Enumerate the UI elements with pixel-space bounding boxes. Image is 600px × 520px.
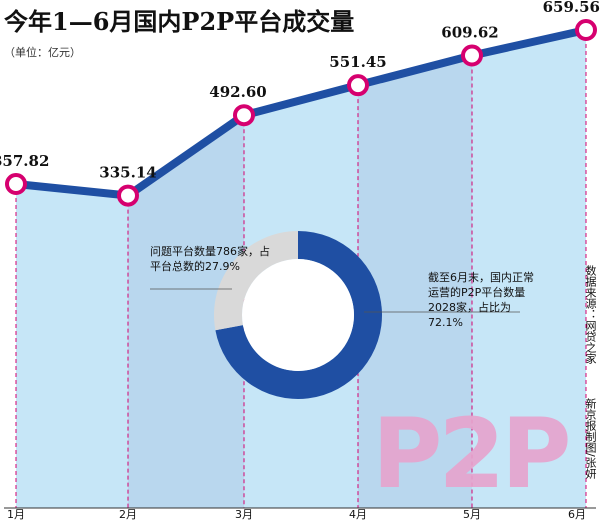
data-point bbox=[233, 104, 255, 127]
x-tick-label: 2月 bbox=[119, 508, 137, 520]
value-label: 492.60 bbox=[209, 83, 266, 101]
x-tick-label: 6月 bbox=[568, 508, 586, 520]
data-point bbox=[461, 44, 483, 67]
area-segment bbox=[358, 55, 472, 508]
p2p-watermark: P2P bbox=[372, 398, 572, 510]
area-segment bbox=[128, 115, 244, 508]
value-label: 551.45 bbox=[329, 53, 386, 71]
problem-platform-note: 问题平台数量786家，占平台总数的27.9% bbox=[150, 245, 270, 273]
donut-slice-problem bbox=[214, 231, 298, 331]
donut-hole bbox=[242, 259, 354, 371]
unit-label: （单位：亿元） bbox=[4, 46, 81, 59]
x-tick-label: 3月 bbox=[235, 508, 253, 520]
data-point bbox=[575, 19, 597, 41]
credit-label: 新京报制图/张妍 bbox=[584, 398, 597, 479]
area-segment bbox=[472, 30, 586, 508]
data-point bbox=[117, 184, 139, 207]
value-label: 659.56 bbox=[543, 0, 600, 16]
area-segment bbox=[16, 184, 128, 508]
chart-title: 今年1—6月国内P2P平台成交量 bbox=[4, 7, 355, 36]
data-point bbox=[5, 173, 27, 195]
value-label: 335.14 bbox=[99, 164, 156, 182]
value-label: 609.62 bbox=[441, 23, 498, 41]
data-source-label: 数据来源：网贷之家 bbox=[584, 265, 597, 364]
series-line bbox=[12, 26, 590, 200]
normal-platform-note: 截至6月末，国内正常运营的P2P平台数量2028家，占比为72.1% bbox=[428, 271, 534, 329]
x-tick-label: 1月 bbox=[7, 508, 25, 520]
value-label: 357.82 bbox=[0, 152, 49, 170]
x-tick-label: 4月 bbox=[349, 508, 367, 520]
x-tick-label: 5月 bbox=[463, 508, 481, 520]
data-point bbox=[347, 74, 369, 97]
donut-slice-normal bbox=[215, 231, 382, 399]
